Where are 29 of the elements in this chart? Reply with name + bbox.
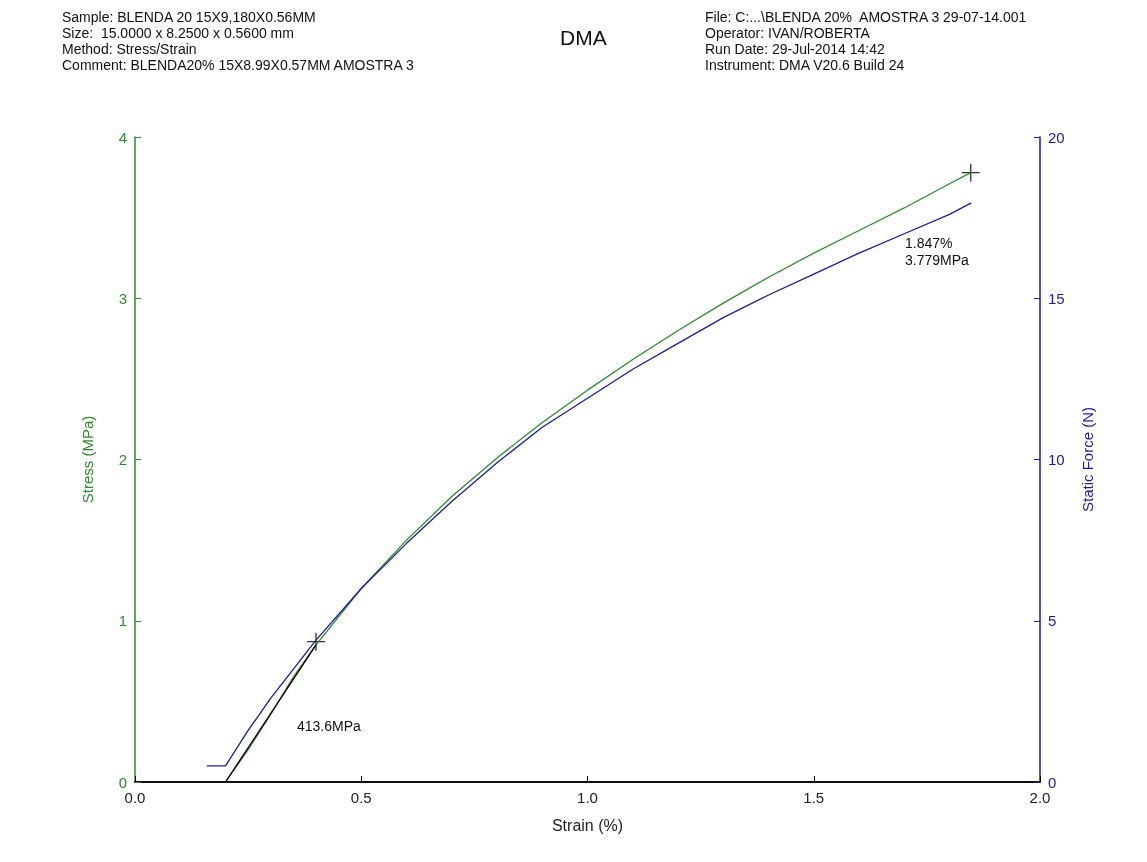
- y2-tick-label: 5: [1048, 612, 1057, 630]
- y2-tick-label: 0: [1048, 773, 1057, 791]
- y2-tick-label: 15: [1048, 289, 1065, 307]
- y2-tick-label: 10: [1048, 451, 1065, 468]
- x-tick-label: 0.5: [350, 789, 372, 806]
- text: Operator: IVAN/ROBERTA: [705, 24, 871, 41]
- text: Instrument: DMA V20.6 Build 24: [705, 56, 905, 73]
- annotation: 413.6MPa: [297, 717, 362, 734]
- text: File: C:...\BLENDA 20% AMOSTRA 3 29-07-14.001: [705, 8, 1027, 25]
- x-tick-label: 0.0: [124, 789, 146, 806]
- x-tick-label: 1.0: [577, 789, 598, 806]
- text: Comment: BLENDA20% 15X8.99X0.57MM AMOSTRA 3: [62, 56, 414, 73]
- annotation: 1.847% 3.779MPa: [905, 234, 970, 268]
- y2-axis-title: Static Force (N): [1079, 406, 1096, 513]
- x-tick-label: 2.0: [1029, 789, 1051, 806]
- x-axis-title: Strain (%): [551, 816, 624, 834]
- y-tick-label: 1: [118, 612, 127, 630]
- y-tick-label: 4: [118, 128, 127, 146]
- y2-tick-label: 20: [1048, 128, 1065, 146]
- x-tick-label: 1.5: [803, 789, 825, 806]
- text: Sample: BLENDA 20 15X9,180X0.56MM: [62, 8, 316, 25]
- y-tick-label: 2: [118, 451, 127, 468]
- text: Run Date: 29-Jul-2014 14:42: [705, 40, 885, 57]
- chart-title: DMA: [560, 26, 607, 49]
- y-tick-label: 0: [118, 773, 127, 791]
- y-axis-title: Stress (MPa): [79, 415, 96, 504]
- text: Method: Stress/Strain: [62, 40, 197, 57]
- text: Size: 15.0000 x 8.2500 x 0.5600 mm: [62, 24, 294, 41]
- y-tick-label: 3: [118, 289, 127, 307]
